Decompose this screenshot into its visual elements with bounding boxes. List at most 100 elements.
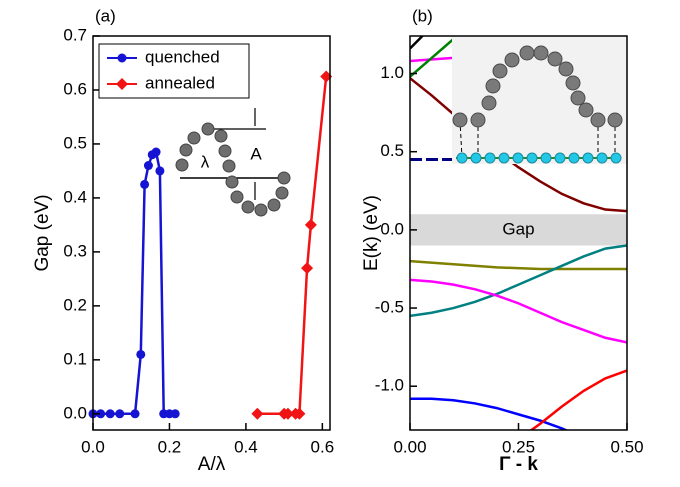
axes-frame bbox=[92, 35, 331, 431]
inset-atom bbox=[504, 52, 520, 68]
inset-atom bbox=[277, 171, 291, 185]
inset-atom bbox=[578, 102, 594, 118]
inset-atom bbox=[187, 131, 201, 145]
inset-label: λ bbox=[201, 152, 210, 171]
point bbox=[281, 407, 294, 420]
inset-atom bbox=[485, 78, 501, 94]
point bbox=[130, 409, 140, 419]
x-tick-label: 0.0 bbox=[81, 437, 105, 456]
inset-atom bbox=[570, 90, 586, 106]
point bbox=[96, 409, 106, 419]
y-tick-label: 0.1 bbox=[63, 349, 87, 368]
legend-marker bbox=[117, 53, 127, 63]
x-tick-label: 0.2 bbox=[158, 437, 182, 456]
x-axis-title: Γ - k bbox=[499, 454, 538, 475]
series-line bbox=[410, 244, 627, 318]
point bbox=[105, 409, 115, 419]
inset-substrate-atom bbox=[582, 152, 594, 164]
inset-substrate-atom bbox=[596, 152, 608, 164]
y-tick-label: 0.5 bbox=[380, 141, 404, 160]
point bbox=[170, 409, 180, 419]
point bbox=[251, 407, 264, 420]
inset-atom bbox=[275, 186, 289, 200]
y-tick-label: 0.0 bbox=[63, 403, 87, 422]
inset-atom bbox=[230, 190, 244, 204]
inset-substrate-atom bbox=[498, 152, 510, 164]
inset-atom bbox=[179, 143, 193, 157]
inset-substrate-atom bbox=[526, 152, 538, 164]
series-line bbox=[410, 77, 627, 213]
legend-label: quenched bbox=[145, 47, 220, 66]
series-line bbox=[93, 149, 176, 416]
inset-substrate-atom bbox=[554, 152, 566, 164]
inset-substrate-atom bbox=[512, 152, 524, 164]
inset-atom bbox=[175, 158, 189, 172]
inset-atom bbox=[241, 200, 255, 214]
inset-substrate-atom bbox=[610, 152, 622, 164]
y-tick-label: 0.7 bbox=[63, 25, 87, 44]
series-line bbox=[410, 36, 425, 50]
y-tick-label: 1.0 bbox=[380, 63, 404, 82]
gap-label: Gap bbox=[502, 219, 534, 238]
y-tick-label: -0.5 bbox=[375, 298, 404, 317]
series-line bbox=[529, 369, 627, 430]
inset-atom bbox=[218, 144, 232, 158]
inset-atom bbox=[533, 45, 549, 61]
inset-atom bbox=[607, 112, 623, 128]
y-axis-title: Gap (eV) bbox=[32, 194, 53, 271]
inset-atom bbox=[254, 203, 268, 217]
y-tick-label: 0.2 bbox=[63, 295, 87, 314]
inset-atom bbox=[519, 45, 535, 61]
point bbox=[115, 409, 125, 419]
inset-atom bbox=[481, 95, 497, 111]
inset-atom bbox=[225, 175, 239, 189]
point bbox=[155, 166, 165, 176]
x-tick-label: 0.4 bbox=[234, 437, 258, 456]
point bbox=[304, 218, 317, 231]
series-line bbox=[410, 36, 459, 78]
inset-atom bbox=[558, 61, 574, 77]
legend-box bbox=[98, 43, 250, 99]
gap-band bbox=[410, 214, 627, 246]
x-tick-label: 0.50 bbox=[610, 437, 643, 456]
point bbox=[293, 407, 306, 420]
inset-atom bbox=[470, 112, 486, 128]
y-tick-label: -1.0 bbox=[375, 376, 404, 395]
inset-atom bbox=[222, 159, 236, 173]
legend-label: annealed bbox=[145, 73, 215, 92]
series-line bbox=[410, 259, 627, 271]
point bbox=[320, 70, 333, 83]
series-line bbox=[410, 278, 627, 344]
inset-substrate-atom bbox=[456, 152, 468, 164]
inset-atom bbox=[590, 112, 606, 128]
inset-atom bbox=[201, 122, 215, 136]
y-tick-label: 0.0 bbox=[380, 219, 404, 238]
y-tick-label: 0.5 bbox=[63, 133, 87, 152]
x-axis-title: A/λ bbox=[198, 454, 226, 475]
series-line bbox=[257, 76, 328, 416]
inset-atom bbox=[547, 51, 563, 67]
inset-atom bbox=[492, 63, 508, 79]
panel-label: (a) bbox=[95, 6, 116, 25]
y-axis-title: E(k) (eV) bbox=[361, 195, 382, 271]
inset-atom bbox=[452, 112, 468, 128]
inset-substrate-atom bbox=[540, 152, 552, 164]
point bbox=[301, 262, 314, 275]
y-tick-label: 0.3 bbox=[63, 241, 87, 260]
x-tick-label: 0.25 bbox=[502, 437, 535, 456]
inset-substrate-atom bbox=[484, 152, 496, 164]
point bbox=[151, 147, 161, 157]
point bbox=[140, 179, 150, 189]
inset-substrate-atom bbox=[470, 152, 482, 164]
inset-atom bbox=[267, 198, 281, 212]
inset-atom bbox=[565, 75, 581, 91]
x-tick-label: 0.00 bbox=[393, 437, 426, 456]
point bbox=[136, 349, 146, 359]
inset-substrate-atom bbox=[568, 152, 580, 164]
legend-marker bbox=[116, 78, 128, 90]
point bbox=[143, 161, 153, 171]
series-line bbox=[410, 397, 569, 430]
inset-label: A bbox=[250, 144, 262, 163]
panel-label: (b) bbox=[412, 6, 433, 25]
